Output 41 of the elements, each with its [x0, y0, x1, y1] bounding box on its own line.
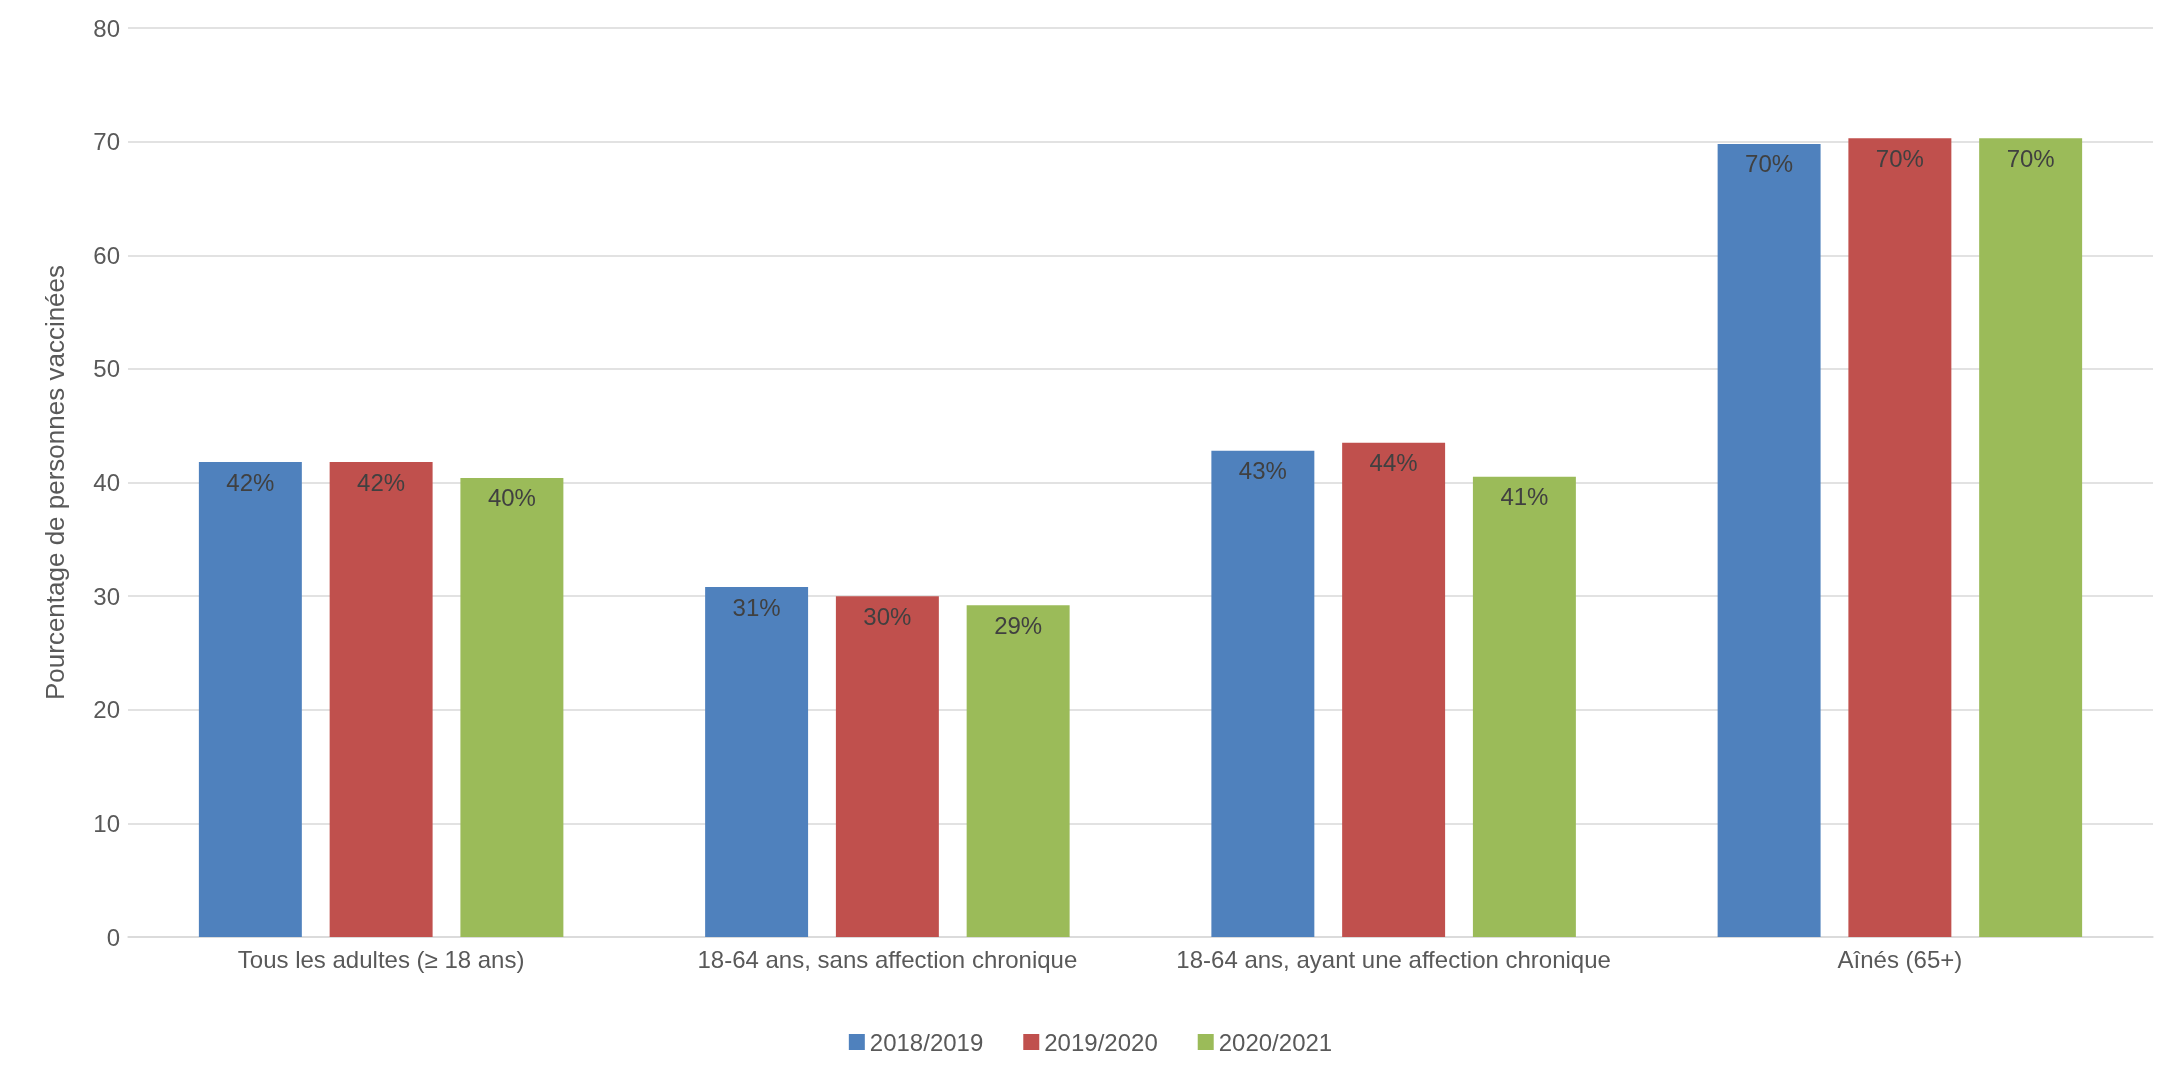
bar: [966, 605, 1070, 937]
data-label: 44%: [1369, 449, 1418, 477]
bar: [460, 477, 564, 937]
data-label: 43%: [1238, 457, 1287, 485]
bar: [329, 462, 433, 937]
x-tick-label: Tous les adultes (≥ 18 ans): [237, 945, 525, 973]
bar: [1342, 442, 1446, 937]
data-label: 70%: [1875, 144, 1924, 172]
legend-label: 2020/2021: [1218, 1028, 1333, 1056]
y-tick-label: 30: [93, 582, 120, 610]
x-tick-label: 18-64 ans, ayant une affection chronique: [1176, 945, 1611, 973]
bar: [198, 462, 302, 937]
bar: [705, 587, 809, 937]
y-tick-label: 10: [93, 809, 120, 837]
legend-label: 2018/2019: [869, 1028, 984, 1056]
legend-label: 2019/2020: [1044, 1028, 1158, 1056]
data-label: 70%: [2006, 144, 2055, 172]
y-tick-label: 50: [93, 355, 120, 383]
bar: [1717, 143, 1821, 937]
y-tick-label: 0: [106, 923, 120, 951]
bar: [1472, 476, 1576, 937]
y-tick-label: 20: [93, 696, 120, 724]
y-tick-label: 80: [93, 14, 120, 42]
data-label: 30%: [863, 602, 912, 630]
bar: [1211, 450, 1315, 937]
data-label: 31%: [732, 593, 781, 621]
data-label: 42%: [357, 468, 406, 496]
data-label: 40%: [487, 484, 536, 512]
data-label: 41%: [1500, 483, 1549, 511]
x-tick-label: 18-64 ans, sans affection chronique: [697, 945, 1078, 973]
bar: [1979, 138, 2083, 937]
x-tick-label: Aînés (65+): [1837, 945, 1963, 973]
data-label: 42%: [226, 468, 275, 496]
y-axis-title: Pourcentage de personnes vaccinées: [40, 264, 70, 701]
y-tick-label: 60: [93, 241, 120, 269]
bar: [1848, 138, 1952, 937]
data-label: 29%: [994, 611, 1043, 639]
y-tick-label: 70: [93, 128, 120, 156]
bar: [835, 596, 939, 937]
data-label: 70%: [1745, 150, 1794, 178]
y-tick-label: 40: [93, 469, 120, 496]
